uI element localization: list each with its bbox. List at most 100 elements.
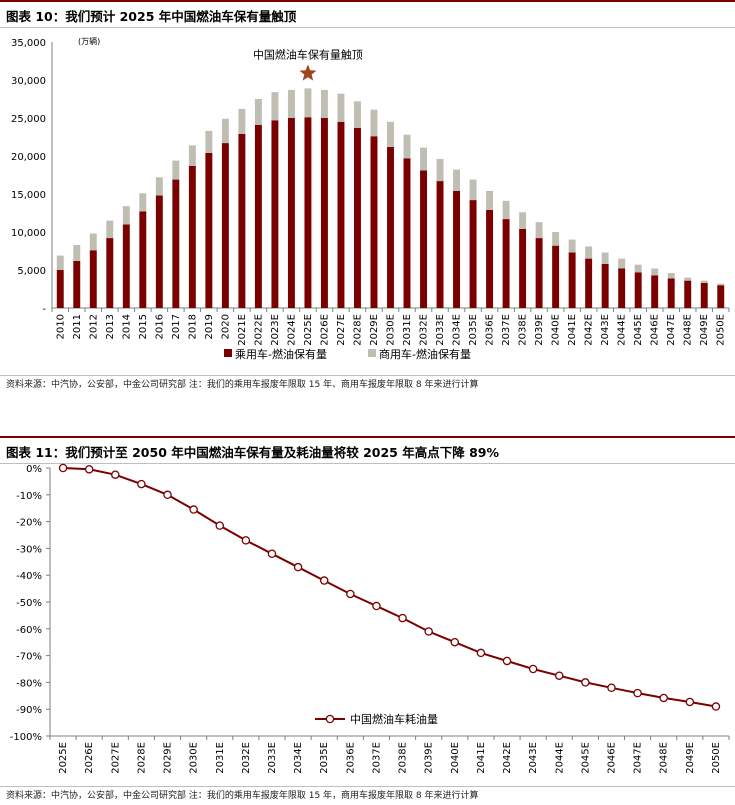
bar-commercial: [205, 130, 213, 153]
data-point: [476, 648, 486, 658]
x-tick-label: 2020: [220, 314, 231, 339]
bar-commercial: [469, 179, 477, 201]
bar-commercial: [420, 147, 427, 171]
figure-11: 图表 11：我们预计至 2050 年中国燃油车保有量及耗油量将较 2025 年高…: [0, 436, 735, 805]
data-point: [528, 664, 538, 674]
bar-commercial: [370, 109, 378, 137]
bar-passenger: [155, 195, 163, 308]
x-tick-label: 2043E: [600, 314, 611, 346]
data-point: [346, 589, 355, 599]
x-tick-label: 2048E: [659, 742, 670, 774]
x-tick-label: 2027E: [110, 742, 121, 774]
y-tick-label: 20,000: [11, 152, 46, 163]
x-tick-label: 2045E: [633, 314, 644, 346]
x-tick-label: 2041E: [567, 314, 578, 346]
y-tick-label: -70%: [16, 652, 42, 663]
legend-swatch-passenger: [224, 349, 232, 357]
bar-passenger: [56, 270, 64, 308]
y-tick-label: -50%: [16, 598, 42, 609]
bar-commercial: [651, 268, 659, 276]
bar-commercial: [519, 212, 527, 229]
bar-passenger: [89, 250, 97, 308]
bar-passenger: [205, 152, 213, 308]
bar-passenger: [221, 143, 229, 308]
data-point: [424, 627, 433, 636]
bar-commercial: [188, 145, 196, 166]
bar-passenger: [700, 282, 708, 308]
y-tick-label: -40%: [16, 571, 42, 582]
y-tick-label: 35,000: [11, 38, 46, 49]
source-rule: [0, 786, 735, 787]
bar-passenger: [519, 228, 527, 308]
x-tick-label: 2027E: [336, 314, 347, 346]
bar-commercial: [172, 160, 180, 180]
data-point: [319, 576, 329, 585]
bar-passenger: [287, 118, 295, 308]
data-point: [189, 505, 198, 514]
bar-commercial: [337, 93, 345, 122]
x-tick-label: 2014: [121, 314, 132, 339]
bar-passenger: [502, 219, 510, 308]
peak-annotation: 中国燃油车保有量触顶: [253, 47, 363, 61]
x-tick-label: 2011: [72, 314, 83, 339]
bar-passenger: [188, 165, 196, 308]
x-tick-label: 2029E: [163, 742, 174, 774]
bar-passenger: [601, 263, 609, 308]
x-tick-label: 2015: [138, 314, 149, 339]
data-point: [163, 490, 172, 500]
data-point: [58, 463, 68, 473]
bar-commercial: [585, 246, 593, 259]
y-tick-label: 10,000: [11, 228, 46, 239]
bar-commercial: [568, 239, 576, 253]
source-note: 资料来源：中汽协，公安部，中金公司研究部 注：我们的乘用车报废年限取 15 年、…: [6, 380, 479, 390]
y-tick-label: -: [42, 304, 46, 315]
title-underline: [0, 463, 735, 464]
bar-passenger: [387, 146, 394, 308]
x-tick-label: 2039E: [534, 314, 545, 346]
x-tick-label: 2037E: [501, 314, 512, 346]
bar-commercial: [287, 89, 295, 118]
y-tick-label: -80%: [16, 678, 42, 689]
x-tick-label: 2050E: [711, 742, 722, 774]
x-tick-label: 2035E: [468, 314, 479, 346]
line-chart: 0% -10% -20% -30% -40% -50% -60% -70% -80% -90% -1…: [10, 463, 730, 774]
bar-passenger: [254, 124, 262, 308]
x-tick-label: 2033E: [267, 742, 278, 774]
y-tick-label: -100%: [10, 732, 42, 743]
bar-passenger: [552, 245, 560, 308]
y-tick-label: 30,000: [11, 76, 46, 87]
x-tick-label: 2013: [105, 314, 116, 339]
bar-passenger: [271, 120, 279, 308]
data-point: [555, 671, 564, 680]
legend-marker: [325, 714, 335, 724]
bar-passenger: [337, 121, 345, 308]
bar-commercial: [601, 252, 609, 264]
legend-label-passenger: 乘用车-燃油保有量: [235, 347, 327, 361]
y-tick-label: 0%: [26, 464, 42, 475]
data-point: [581, 678, 590, 687]
x-tick-label: 2045E: [580, 742, 591, 774]
bar-passenger: [453, 190, 461, 308]
data-point: [215, 521, 224, 530]
x-tick-label: 2025E: [303, 314, 314, 346]
bar-commercial: [354, 101, 361, 128]
data-point: [450, 637, 460, 647]
x-tick-label: 2031E: [215, 742, 226, 774]
bar-passenger: [106, 238, 114, 308]
x-tick-label: 2026E: [84, 742, 95, 774]
bar-commercial: [717, 283, 725, 286]
bar-commercial: [320, 89, 328, 118]
bar-commercial: [122, 206, 130, 225]
x-tick-label: 2047E: [633, 742, 644, 774]
y-tick-label: -10%: [16, 491, 42, 502]
figure-title: 图表 11：我们预计至 2050 年中国燃油车保有量及耗油量将较 2025 年高…: [6, 445, 500, 460]
x-tick-label: 2039E: [424, 742, 435, 774]
bar-passenger: [370, 136, 378, 308]
bar-commercial: [271, 92, 279, 121]
y-tick-label: -90%: [16, 705, 42, 716]
stacked-bar-chart: (万辆) - 5,000 10,000 15,000 20,000 25,000 30,000…: [11, 36, 730, 361]
legend-label-commercial: 商用车-燃油保有量: [379, 347, 471, 361]
x-tick-label: 2040E: [450, 742, 461, 774]
data-point: [293, 562, 303, 572]
x-tick-label: 2032E: [419, 314, 430, 346]
